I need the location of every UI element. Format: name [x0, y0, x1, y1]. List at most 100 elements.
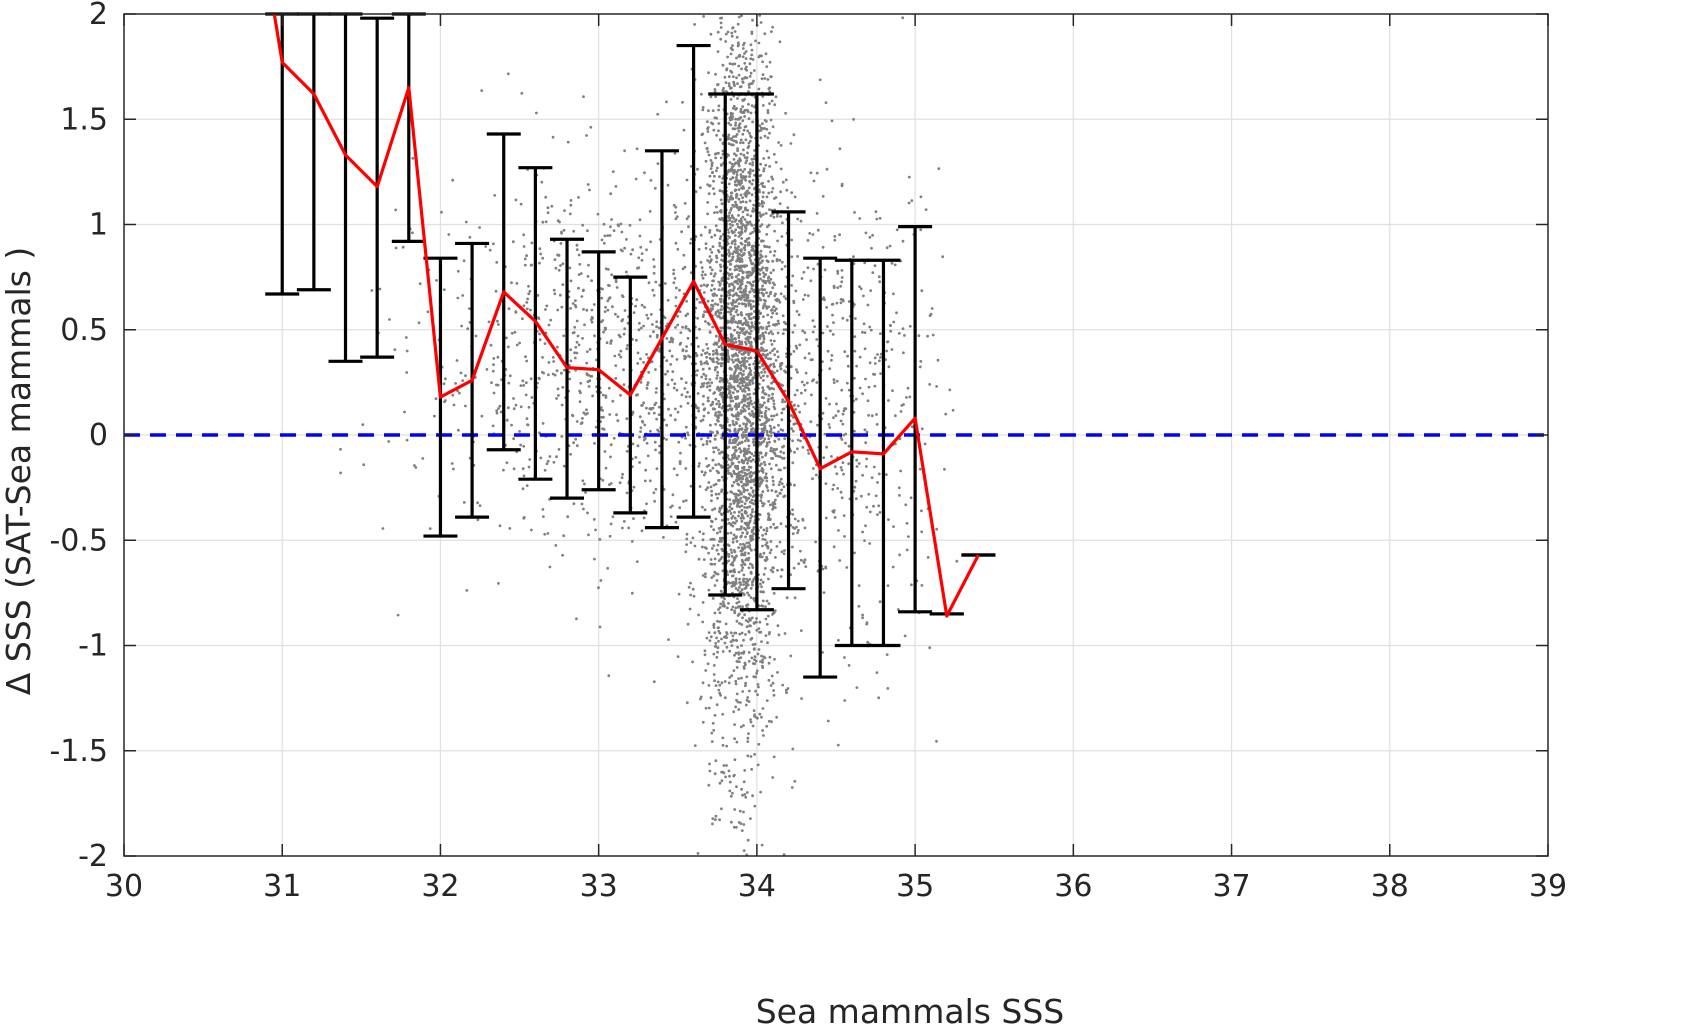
- scatter-point: [905, 548, 909, 552]
- scatter-point: [780, 361, 784, 365]
- scatter-point: [714, 95, 718, 98]
- scatter-point: [734, 496, 738, 500]
- scatter-point: [720, 16, 724, 20]
- scatter-point: [779, 428, 783, 431]
- scatter-point: [668, 340, 672, 344]
- scatter-point: [734, 705, 737, 709]
- scatter-point: [748, 617, 751, 621]
- scatter-point: [704, 246, 708, 250]
- scatter-point: [790, 191, 794, 195]
- scatter-point: [759, 21, 763, 24]
- scatter-point: [716, 303, 720, 306]
- scatter-point: [768, 364, 771, 368]
- scatter-point: [592, 303, 596, 306]
- scatter-point: [729, 191, 733, 195]
- scatter-point: [729, 177, 732, 181]
- scatter-point: [742, 562, 746, 566]
- scatter-point: [774, 498, 777, 502]
- scatter-point: [740, 508, 744, 512]
- scatter-point: [750, 422, 754, 426]
- scatter-point: [821, 567, 825, 571]
- scatter-point: [685, 532, 689, 536]
- scatter-point: [740, 237, 743, 240]
- scatter-point: [731, 462, 735, 465]
- scatter-point: [928, 383, 932, 386]
- scatter-point: [731, 446, 735, 449]
- scatter-point: [702, 558, 706, 561]
- scatter-point: [588, 188, 591, 192]
- scatter-point: [748, 253, 752, 257]
- scatter-point: [654, 368, 657, 371]
- scatter-point: [731, 303, 734, 307]
- scatter-point: [771, 259, 775, 263]
- y-tick-labels: -2-1.5-1-0.500.511.52: [49, 0, 108, 874]
- scatter-point: [770, 175, 774, 179]
- scatter-point: [491, 369, 495, 373]
- scatter-point: [362, 463, 366, 467]
- scatter-point: [765, 443, 769, 447]
- scatter-point: [707, 71, 710, 74]
- scatter-point: [731, 634, 735, 638]
- scatter-point: [572, 229, 576, 233]
- scatter-point: [730, 214, 734, 217]
- scatter-point: [720, 356, 724, 360]
- scatter-point: [586, 275, 590, 278]
- scatter-point: [639, 430, 642, 433]
- scatter-point: [719, 37, 723, 41]
- scatter-point: [779, 522, 783, 526]
- scatter-point: [760, 462, 763, 466]
- scatter-point: [734, 352, 738, 356]
- scatter-point: [749, 720, 753, 724]
- scatter-point: [759, 582, 762, 586]
- scatter-point: [743, 52, 746, 55]
- mean-line-layer: [272, 13, 980, 618]
- scatter-point: [748, 624, 751, 628]
- scatter-point: [748, 363, 751, 367]
- scatter-point: [394, 208, 398, 212]
- scatter-point: [710, 381, 714, 385]
- scatter-point: [726, 135, 730, 139]
- scatter-point: [744, 416, 748, 420]
- scatter-point: [740, 400, 744, 404]
- scatter-point: [901, 327, 905, 330]
- scatter-point: [732, 825, 736, 829]
- scatter-point: [695, 373, 698, 377]
- scatter-point: [710, 258, 713, 262]
- scatter-point: [730, 168, 734, 171]
- scatter-point: [737, 514, 740, 518]
- scatter-point: [709, 558, 713, 561]
- scatter-point: [737, 708, 741, 711]
- scatter-point: [741, 436, 745, 439]
- scatter-point: [716, 211, 719, 214]
- scatter-point: [601, 393, 605, 397]
- scatter-point: [615, 286, 619, 289]
- scatter-point: [860, 494, 863, 498]
- scatter-point: [874, 210, 878, 214]
- scatter-point: [743, 399, 747, 402]
- scatter-point: [577, 273, 581, 276]
- scatter-point: [714, 156, 718, 160]
- scatter-point: [747, 630, 751, 634]
- scatter-point: [750, 135, 753, 139]
- scatter-point: [717, 462, 721, 466]
- scatter-point: [698, 462, 701, 465]
- scatter-point: [731, 561, 734, 564]
- scatter-point: [718, 237, 722, 241]
- scatter-point: [773, 309, 777, 313]
- scatter-point: [708, 384, 712, 388]
- scatter-point: [704, 669, 708, 672]
- scatter-point: [770, 315, 773, 319]
- scatter-point: [764, 356, 768, 359]
- scatter-point: [687, 433, 690, 437]
- scatter-point: [688, 395, 692, 399]
- scatter-point: [765, 441, 769, 445]
- scatter-point: [709, 525, 713, 528]
- scatter-point: [785, 596, 789, 600]
- scatter-point: [705, 355, 708, 359]
- scatter-point: [747, 552, 750, 555]
- scatter-point: [869, 328, 873, 332]
- scatter-point: [712, 128, 716, 132]
- scatter-point: [781, 384, 784, 387]
- scatter-point: [763, 279, 767, 283]
- scatter-point: [750, 271, 754, 275]
